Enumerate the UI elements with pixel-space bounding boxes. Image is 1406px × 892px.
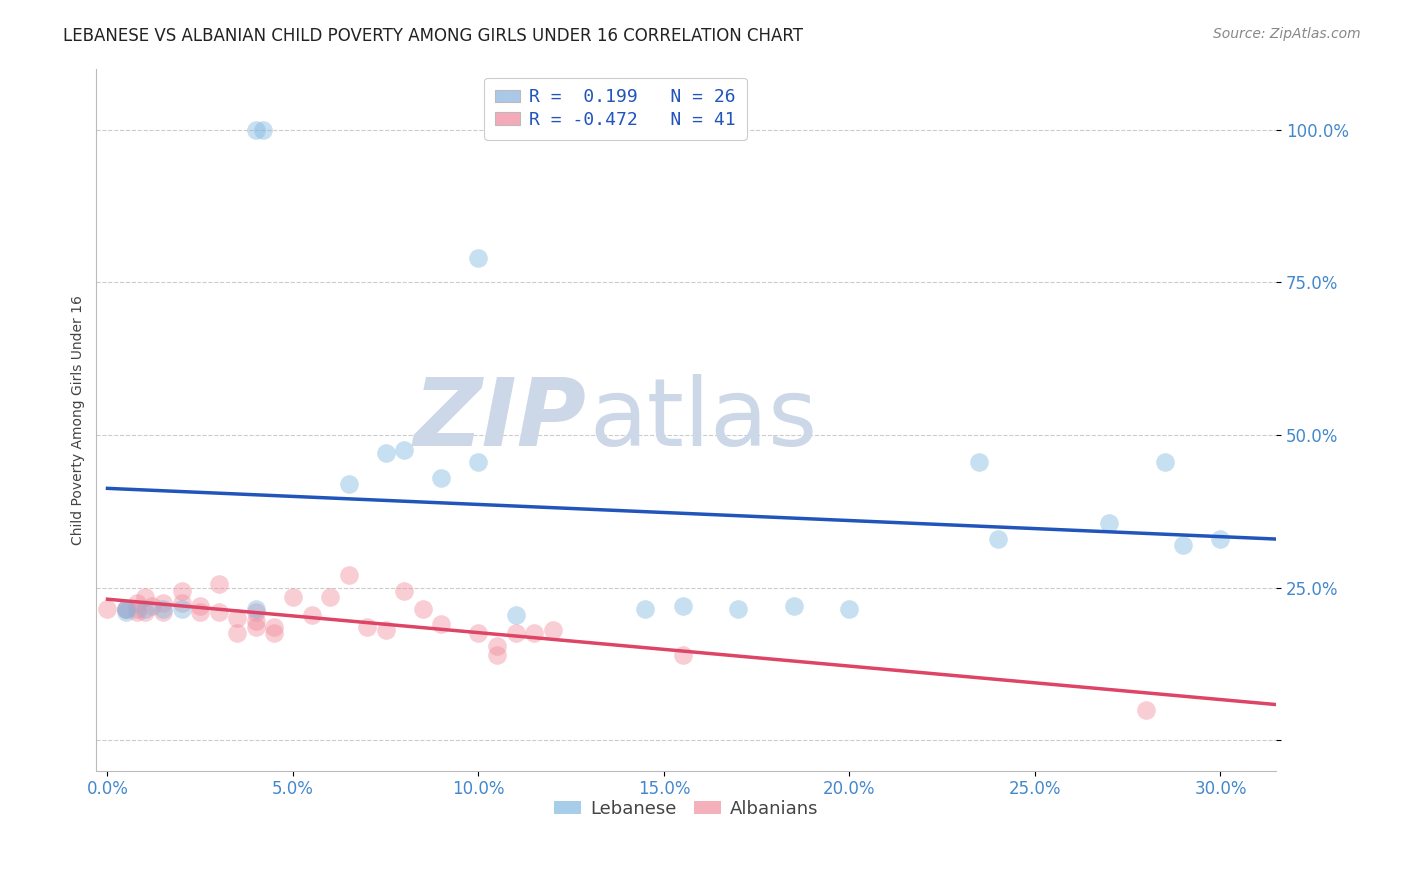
Point: [1098, 516, 1121, 531]
Text: Source: ZipAtlas.com: Source: ZipAtlas.com: [1213, 27, 1361, 41]
Point: [134, 602, 156, 616]
Point: [394, 583, 416, 598]
Point: [115, 602, 138, 616]
Point: [134, 605, 156, 619]
Point: [245, 602, 267, 616]
Point: [1153, 455, 1175, 469]
Point: [170, 602, 193, 616]
Point: [671, 648, 693, 662]
Text: LEBANESE VS ALBANIAN CHILD POVERTY AMONG GIRLS UNDER 16 CORRELATION CHART: LEBANESE VS ALBANIAN CHILD POVERTY AMONG…: [63, 27, 803, 45]
Point: [245, 614, 267, 628]
Point: [1135, 703, 1157, 717]
Point: [430, 470, 453, 484]
Point: [374, 624, 396, 638]
Point: [356, 620, 378, 634]
Point: [188, 605, 211, 619]
Point: [141, 599, 163, 613]
Point: [319, 590, 342, 604]
Point: [115, 602, 138, 616]
Point: [252, 122, 274, 136]
Point: [188, 599, 211, 613]
Point: [208, 605, 231, 619]
Point: [115, 605, 138, 619]
Point: [505, 626, 527, 640]
Point: [134, 590, 156, 604]
Point: [170, 583, 193, 598]
Point: [987, 532, 1010, 546]
Point: [170, 596, 193, 610]
Point: [337, 568, 360, 582]
Point: [152, 605, 174, 619]
Point: [226, 626, 249, 640]
Point: [727, 602, 749, 616]
Point: [281, 590, 304, 604]
Point: [245, 605, 267, 619]
Point: [412, 602, 434, 616]
Point: [245, 122, 267, 136]
Point: [337, 476, 360, 491]
Point: [96, 602, 118, 616]
Point: [374, 446, 396, 460]
Point: [263, 620, 285, 634]
Point: [127, 602, 149, 616]
Point: [1173, 538, 1195, 552]
Point: [467, 626, 489, 640]
Text: atlas: atlas: [589, 374, 818, 466]
Point: [263, 626, 285, 640]
Point: [152, 602, 174, 616]
Point: [838, 602, 860, 616]
Point: [208, 577, 231, 591]
Point: [783, 599, 806, 613]
Point: [115, 602, 138, 616]
Point: [430, 617, 453, 632]
Legend: Lebanese, Albanians: Lebanese, Albanians: [547, 792, 825, 825]
Point: [301, 607, 323, 622]
Point: [152, 596, 174, 610]
Point: [485, 648, 508, 662]
Point: [505, 607, 527, 622]
Point: [485, 639, 508, 653]
Point: [467, 455, 489, 469]
Point: [127, 596, 149, 610]
Point: [394, 443, 416, 458]
Point: [226, 611, 249, 625]
Point: [634, 602, 657, 616]
Point: [1209, 532, 1232, 546]
Point: [671, 599, 693, 613]
Y-axis label: Child Poverty Among Girls Under 16: Child Poverty Among Girls Under 16: [72, 294, 86, 544]
Point: [523, 626, 546, 640]
Point: [541, 624, 564, 638]
Text: ZIP: ZIP: [413, 374, 586, 466]
Point: [467, 251, 489, 265]
Point: [245, 620, 267, 634]
Point: [969, 455, 991, 469]
Point: [127, 605, 149, 619]
